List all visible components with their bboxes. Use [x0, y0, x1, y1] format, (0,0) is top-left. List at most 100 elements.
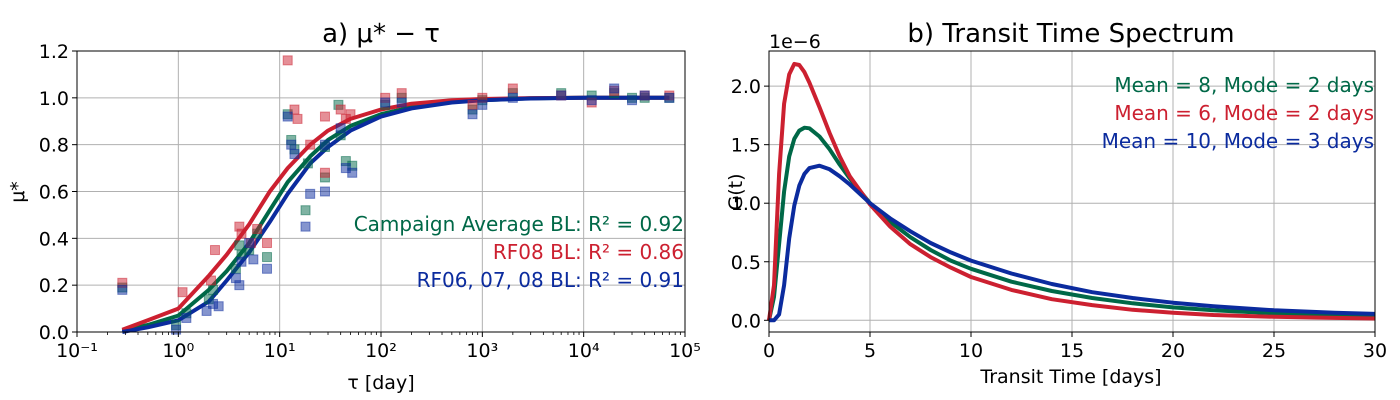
panel-a-fit-lines	[121, 95, 670, 334]
panel-a-data-point	[262, 238, 273, 249]
panel-b-x-tick-label: 20	[1161, 340, 1185, 362]
panel-a-title: a) μ* − τ	[322, 19, 440, 49]
panel-a-data-point	[234, 240, 245, 251]
panel-a-data-point	[201, 305, 212, 316]
panel-b-y-tick-label: 2.0	[731, 76, 761, 98]
panel-a-x-tick-label: 10⁰	[162, 340, 194, 362]
panel-a-data-point	[181, 312, 192, 323]
panel-a-data-point	[345, 109, 356, 120]
panel-a-data-point	[262, 252, 273, 263]
panel-a-data-point	[117, 284, 128, 295]
panel-a-data-point	[248, 254, 259, 265]
panel-a-y-tick-label: 1.2	[39, 41, 69, 63]
panel-a-data-point	[609, 83, 620, 94]
panel-a-x-ticks: 10⁻¹ 10⁰ 10¹ 10² 10³ 10⁴ 10⁵	[56, 332, 701, 362]
panel-b-x-tick-label: 10	[959, 340, 983, 362]
panel-b-offset-label: 1e−6	[769, 31, 821, 53]
panel-b-xlabel: Transit Time [days]	[979, 366, 1161, 388]
panel-a-data-point	[319, 139, 330, 150]
panel-a-data-point	[282, 111, 293, 122]
panel-a-data-point	[319, 111, 330, 122]
panel-b-y-tick-label: 1.0	[731, 193, 761, 215]
panel-a-x-tick-label: 10⁵	[669, 340, 701, 362]
panel-a-data-point	[262, 263, 273, 274]
panel-a-data-point	[300, 205, 311, 216]
panel-a-y-tick-label: 1.0	[39, 88, 69, 110]
panel-a-data-point	[302, 158, 313, 169]
panel-a-data-point	[305, 188, 316, 199]
panel-a-xlabel: τ [day]	[347, 372, 414, 394]
panel-a-y-tick-label: 0.6	[39, 182, 69, 204]
panel-a-data-point	[319, 167, 330, 178]
panel-a-data-point	[305, 139, 316, 150]
panel-a-data-point	[556, 90, 567, 101]
panel-a-fit-line	[121, 95, 670, 334]
panel-a-data-point	[639, 90, 650, 101]
panel-b-y-tick-label: 1.5	[731, 135, 761, 157]
panel-a-data-point	[244, 238, 255, 249]
panel-b-transit-time-spectrum: 0 5 10 15 20 25 30 0.0 0.5 1.0 1.5 2.0 b) Transit …	[725, 19, 1387, 388]
panel-b-title: b) Transit Time Spectrum	[907, 19, 1234, 49]
panel-a-mu-tau: 10⁻¹ 10⁰ 10¹ 10² 10³ 10⁴ 10⁵ 0.0 0.2 0.4 0.6 0.8 1.…	[7, 19, 701, 394]
panel-a-data-point	[171, 324, 182, 335]
panel-a-data-point	[335, 123, 346, 134]
panel-a-data-point	[467, 109, 478, 120]
panel-a-data-point	[627, 95, 638, 106]
panel-a-y-ticks: 0.0 0.2 0.4 0.6 0.8 1.0 1.2	[39, 41, 77, 344]
panel-a-annotation-rf060708: RF06, 07, 08 BL: R² = 0.91	[417, 268, 684, 292]
panel-a-data-point	[507, 92, 518, 103]
panel-a-x-tick-label: 10⁴	[568, 340, 600, 362]
panel-b-x-tick-label: 15	[1060, 340, 1084, 362]
panel-b-x-ticks: 0 5 10 15 20 25 30	[763, 332, 1387, 362]
panel-a-data-point	[586, 95, 597, 106]
panel-b-series-line	[769, 163, 1376, 323]
panel-b-legend-blue: Mean = 10, Mode = 3 days	[1102, 129, 1374, 153]
panel-a-ylabel: μ*	[7, 181, 29, 203]
panel-a-x-tick-label: 10⁻¹	[56, 340, 98, 362]
panel-a-data-point	[208, 284, 219, 295]
panel-a-data-point	[236, 228, 247, 239]
panel-a-x-tick-label: 10³	[466, 340, 498, 362]
panel-b-x-tick-label: 5	[864, 340, 876, 362]
panel-a-data-point	[236, 256, 247, 267]
panel-b-x-tick-label: 25	[1262, 340, 1286, 362]
panel-b-legend-red: Mean = 6, Mode = 2 days	[1114, 101, 1374, 125]
panel-a-data-point	[319, 186, 330, 197]
panel-a-data-point	[477, 99, 488, 110]
panel-b-x-tick-label: 0	[763, 340, 775, 362]
panel-a-data-point	[347, 167, 358, 178]
panel-a-data-point	[396, 97, 407, 108]
panel-b-ylabel: G(t)	[725, 174, 747, 211]
panel-a-data-point	[335, 104, 346, 115]
panel-a-data-point	[213, 301, 224, 312]
panel-a-y-tick-label: 0.0	[39, 322, 69, 344]
panel-a-annotation-rf08: RF08 BL: R² = 0.86	[493, 240, 684, 264]
panel-a-data-point	[507, 83, 518, 94]
panel-b-lines	[767, 61, 1376, 323]
panel-a-y-tick-label: 0.4	[39, 228, 69, 250]
panel-a-data-point	[380, 97, 391, 108]
panel-b-x-tick-label: 30	[1363, 340, 1387, 362]
panel-b-legend-green: Mean = 8, Mode = 2 days	[1114, 73, 1374, 97]
panel-b-y-tick-label: 0.0	[731, 310, 761, 332]
panel-a-annotation-campaign: Campaign Average BL: R² = 0.92	[354, 212, 684, 236]
panel-a-data-point	[396, 88, 407, 99]
panel-b-y-ticks: 0.0 0.5 1.0 1.5 2.0	[731, 76, 769, 332]
panel-a-data-point	[664, 92, 675, 103]
panel-a-data-point	[205, 275, 216, 286]
panel-a-data-point	[300, 221, 311, 232]
panel-b-series-line	[767, 61, 1376, 321]
panel-a-x-tick-label: 10²	[365, 340, 397, 362]
panel-a-data-point	[289, 149, 300, 160]
panel-a-x-tick-label: 10¹	[264, 340, 296, 362]
panel-a-points	[117, 55, 675, 335]
panel-a-data-point	[177, 287, 188, 298]
panel-a-y-tick-label: 0.2	[39, 275, 69, 297]
panel-a-data-point	[282, 55, 293, 66]
panel-a-data-point	[209, 245, 220, 256]
panel-a-data-point	[467, 99, 478, 110]
panel-a-y-tick-label: 0.8	[39, 135, 69, 157]
panel-a-data-point	[234, 280, 245, 291]
panel-a-data-point	[292, 113, 303, 124]
